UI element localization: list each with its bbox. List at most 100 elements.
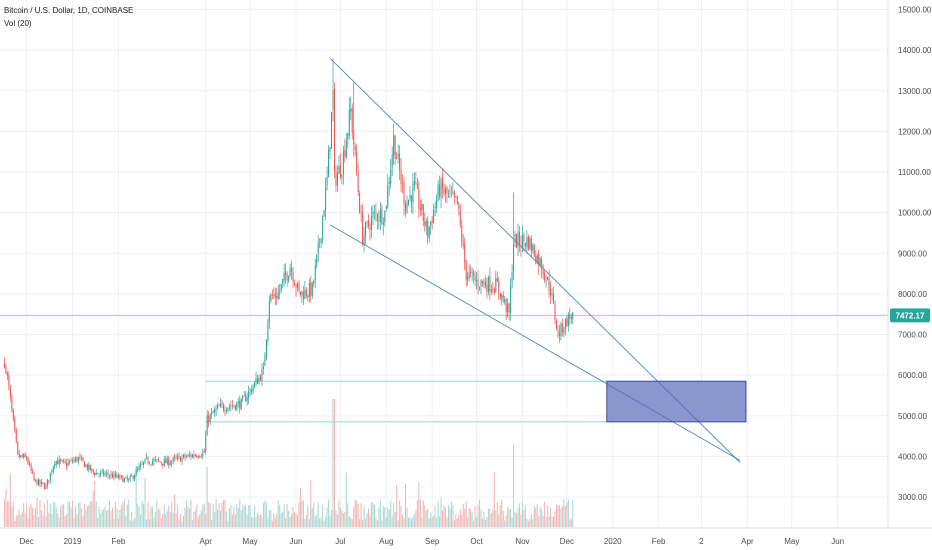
volume-bar: [225, 511, 227, 527]
candle-body: [487, 277, 489, 292]
volume-bar: [23, 503, 25, 527]
volume-bar: [311, 507, 313, 527]
volume-bar: [487, 508, 489, 527]
volume-bar: [146, 519, 148, 527]
candle-body: [288, 275, 290, 281]
candle-body: [359, 193, 361, 214]
volume-bar: [496, 502, 498, 527]
volume-bar: [20, 514, 22, 527]
candle-body: [379, 209, 381, 222]
volume-bar: [12, 501, 14, 527]
candle-body: [335, 171, 337, 187]
candle-body: [296, 283, 298, 288]
volume-bar: [465, 500, 467, 527]
candle-body: [508, 303, 510, 313]
candle-body: [542, 270, 544, 275]
volume-bar: [86, 505, 88, 527]
candle-body: [107, 472, 109, 476]
volume-bar: [89, 500, 91, 527]
candle-body: [103, 470, 105, 476]
candle-body: [141, 463, 143, 465]
volume-bar: [353, 506, 355, 527]
candle-body: [214, 409, 216, 413]
volume-bar: [486, 516, 488, 527]
volume-bar: [555, 504, 557, 527]
volume-bar: [135, 465, 137, 527]
candle-body: [48, 479, 50, 481]
volume-bar: [437, 501, 439, 527]
volume-bar: [276, 513, 278, 527]
candle-body: [362, 212, 364, 245]
volume-bar: [328, 499, 330, 527]
volume-bar: [456, 518, 458, 527]
candle-body: [415, 181, 417, 184]
candle-body: [126, 477, 128, 480]
volume-bar: [302, 500, 304, 527]
volume-bar: [14, 520, 16, 527]
volume-bar: [205, 514, 207, 527]
candle-body: [505, 299, 507, 313]
candle-body: [496, 278, 498, 282]
volume-bar: [194, 509, 196, 527]
candle-body: [412, 183, 414, 203]
volume-bar: [70, 507, 72, 527]
candle-body: [45, 485, 47, 489]
volume-bar: [397, 519, 399, 527]
volume-bar: [8, 501, 10, 527]
volume-bar: [339, 507, 341, 527]
candle-body: [120, 475, 122, 477]
candle-body: [239, 400, 241, 409]
candle-body: [547, 276, 549, 280]
volume-bar: [329, 516, 331, 527]
candle-body: [86, 464, 88, 470]
candle-body: [231, 405, 233, 407]
volume-bar: [379, 499, 381, 527]
candle-body: [458, 203, 460, 209]
volume-bar: [280, 513, 282, 527]
volume-bar: [464, 508, 466, 527]
candle-body: [518, 231, 520, 245]
candle-body: [208, 415, 210, 423]
candle-body: [316, 254, 318, 266]
price-tick-label: 14000.00: [898, 46, 932, 55]
candle-body: [409, 195, 411, 200]
volume-bars: [3, 399, 574, 527]
candle-body: [345, 141, 347, 159]
volume-bar: [292, 507, 294, 527]
candle-body: [378, 220, 380, 222]
candle-body: [69, 461, 71, 463]
volume-bar: [172, 512, 174, 527]
candle-body: [147, 457, 149, 463]
volume-bar: [422, 500, 424, 527]
volume-bar: [154, 512, 156, 527]
volume-bar: [279, 504, 281, 527]
candle-body: [92, 469, 94, 473]
candle-body: [385, 206, 387, 210]
volume-bar: [95, 501, 97, 527]
time-tick-label: Jul: [335, 537, 345, 546]
volume-bar: [166, 510, 168, 527]
volume-bar: [516, 512, 518, 527]
candle-body: [172, 457, 174, 461]
candle-body: [421, 203, 423, 210]
volume-bar: [345, 472, 347, 527]
candle-body: [338, 165, 340, 174]
volume-bar: [218, 503, 220, 527]
candle-body: [357, 172, 359, 192]
volume-bar: [227, 520, 229, 527]
volume-bar: [501, 499, 503, 527]
time-tick-label: Oct: [470, 537, 483, 546]
price-tick-label: 11000.00: [898, 168, 931, 177]
volume-bar: [141, 500, 143, 527]
candle-body: [37, 479, 39, 486]
volume-bar: [39, 499, 41, 527]
candle-body: [57, 460, 59, 465]
volume-bar: [341, 510, 343, 527]
candle-body: [236, 402, 238, 411]
time-tick-label: Aug: [379, 537, 393, 546]
volume-bar: [567, 499, 569, 527]
volume-bar: [536, 504, 538, 527]
candle-body: [33, 473, 35, 481]
price-tick-label: 5000.00: [898, 412, 927, 421]
volume-bar: [479, 499, 481, 527]
